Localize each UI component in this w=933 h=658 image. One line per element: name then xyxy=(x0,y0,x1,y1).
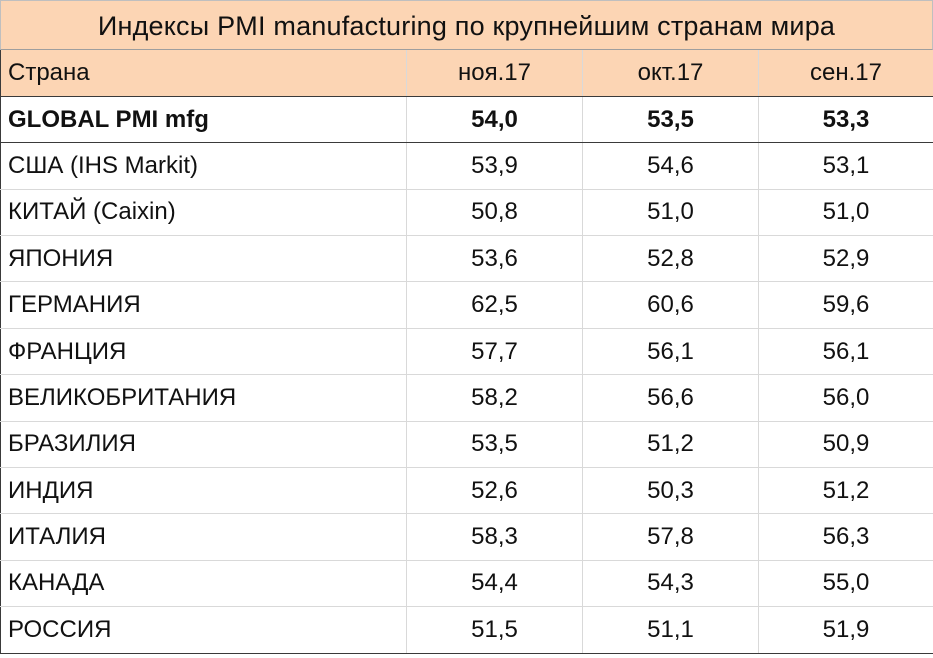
country-cell: КАНАДА xyxy=(0,560,407,608)
header-row: Страна ноя.17 окт.17 сен.17 xyxy=(0,50,933,97)
column-header-country: Страна xyxy=(0,50,407,97)
value-cell-sep17: 51,0 xyxy=(758,189,933,237)
value-cell-nov17: 50,8 xyxy=(406,189,583,237)
value-cell-nov17: 54,0 xyxy=(406,96,583,144)
table-row: БРАЗИЛИЯ 53,5 51,2 50,9 xyxy=(0,421,933,469)
value-cell-oct17: 51,2 xyxy=(582,421,759,469)
table-row: ВЕЛИКОБРИТАНИЯ 58,2 56,6 56,0 xyxy=(0,374,933,422)
value-cell-oct17: 54,6 xyxy=(582,142,759,190)
value-cell-oct17: 51,1 xyxy=(582,606,759,654)
country-cell: ГЕРМАНИЯ xyxy=(0,281,407,329)
table-row: КАНАДА 54,4 54,3 55,0 xyxy=(0,560,933,608)
table-body: GLOBAL PMI mfg 54,0 53,5 53,3 США (IHS Marki… xyxy=(0,96,933,654)
value-cell-oct17: 56,6 xyxy=(582,374,759,422)
value-cell-sep17: 51,9 xyxy=(758,606,933,654)
column-header-nov17: ноя.17 xyxy=(406,50,583,97)
value-cell-oct17: 51,0 xyxy=(582,189,759,237)
column-header-oct17: окт.17 xyxy=(582,50,759,97)
value-cell-sep17: 52,9 xyxy=(758,235,933,283)
value-cell-nov17: 53,9 xyxy=(406,142,583,190)
table-row: ЯПОНИЯ 53,6 52,8 52,9 xyxy=(0,235,933,283)
country-cell: БРАЗИЛИЯ xyxy=(0,421,407,469)
table-row: РОССИЯ 51,5 51,1 51,9 xyxy=(0,606,933,654)
table-row: ИТАЛИЯ 58,3 57,8 56,3 xyxy=(0,513,933,561)
value-cell-oct17: 50,3 xyxy=(582,467,759,515)
country-cell: ИНДИЯ xyxy=(0,467,407,515)
table-row-global: GLOBAL PMI mfg 54,0 53,5 53,3 xyxy=(0,96,933,144)
country-cell: США (IHS Markit) xyxy=(0,142,407,190)
value-cell-sep17: 50,9 xyxy=(758,421,933,469)
pmi-table: Страна ноя.17 окт.17 сен.17 GLOBAL PMI m… xyxy=(0,50,933,654)
value-cell-oct17: 54,3 xyxy=(582,560,759,608)
table-row: КИТАЙ (Caixin) 50,8 51,0 51,0 xyxy=(0,189,933,237)
value-cell-nov17: 58,2 xyxy=(406,374,583,422)
value-cell-sep17: 59,6 xyxy=(758,281,933,329)
value-cell-oct17: 53,5 xyxy=(582,96,759,144)
value-cell-nov17: 51,5 xyxy=(406,606,583,654)
value-cell-oct17: 52,8 xyxy=(582,235,759,283)
country-cell: ВЕЛИКОБРИТАНИЯ xyxy=(0,374,407,422)
value-cell-nov17: 58,3 xyxy=(406,513,583,561)
column-header-sep17: сен.17 xyxy=(758,50,933,97)
table-title: Индексы PMI manufacturing по крупнейшим … xyxy=(0,0,933,50)
value-cell-nov17: 57,7 xyxy=(406,328,583,376)
country-cell: ФРАНЦИЯ xyxy=(0,328,407,376)
table-row: ГЕРМАНИЯ 62,5 60,6 59,6 xyxy=(0,281,933,329)
value-cell-oct17: 56,1 xyxy=(582,328,759,376)
value-cell-nov17: 52,6 xyxy=(406,467,583,515)
value-cell-sep17: 53,3 xyxy=(758,96,933,144)
table-row: США (IHS Markit) 53,9 54,6 53,1 xyxy=(0,142,933,190)
value-cell-nov17: 53,6 xyxy=(406,235,583,283)
value-cell-sep17: 56,3 xyxy=(758,513,933,561)
value-cell-sep17: 56,1 xyxy=(758,328,933,376)
country-cell: КИТАЙ (Caixin) xyxy=(0,189,407,237)
table-row: ФРАНЦИЯ 57,7 56,1 56,1 xyxy=(0,328,933,376)
country-cell: ИТАЛИЯ xyxy=(0,513,407,561)
table-row: ИНДИЯ 52,6 50,3 51,2 xyxy=(0,467,933,515)
country-cell: GLOBAL PMI mfg xyxy=(0,96,407,144)
value-cell-nov17: 62,5 xyxy=(406,281,583,329)
value-cell-oct17: 57,8 xyxy=(582,513,759,561)
value-cell-nov17: 54,4 xyxy=(406,560,583,608)
value-cell-oct17: 60,6 xyxy=(582,281,759,329)
country-cell: ЯПОНИЯ xyxy=(0,235,407,283)
value-cell-sep17: 51,2 xyxy=(758,467,933,515)
value-cell-sep17: 55,0 xyxy=(758,560,933,608)
value-cell-sep17: 56,0 xyxy=(758,374,933,422)
country-cell: РОССИЯ xyxy=(0,606,407,654)
value-cell-nov17: 53,5 xyxy=(406,421,583,469)
value-cell-sep17: 53,1 xyxy=(758,142,933,190)
